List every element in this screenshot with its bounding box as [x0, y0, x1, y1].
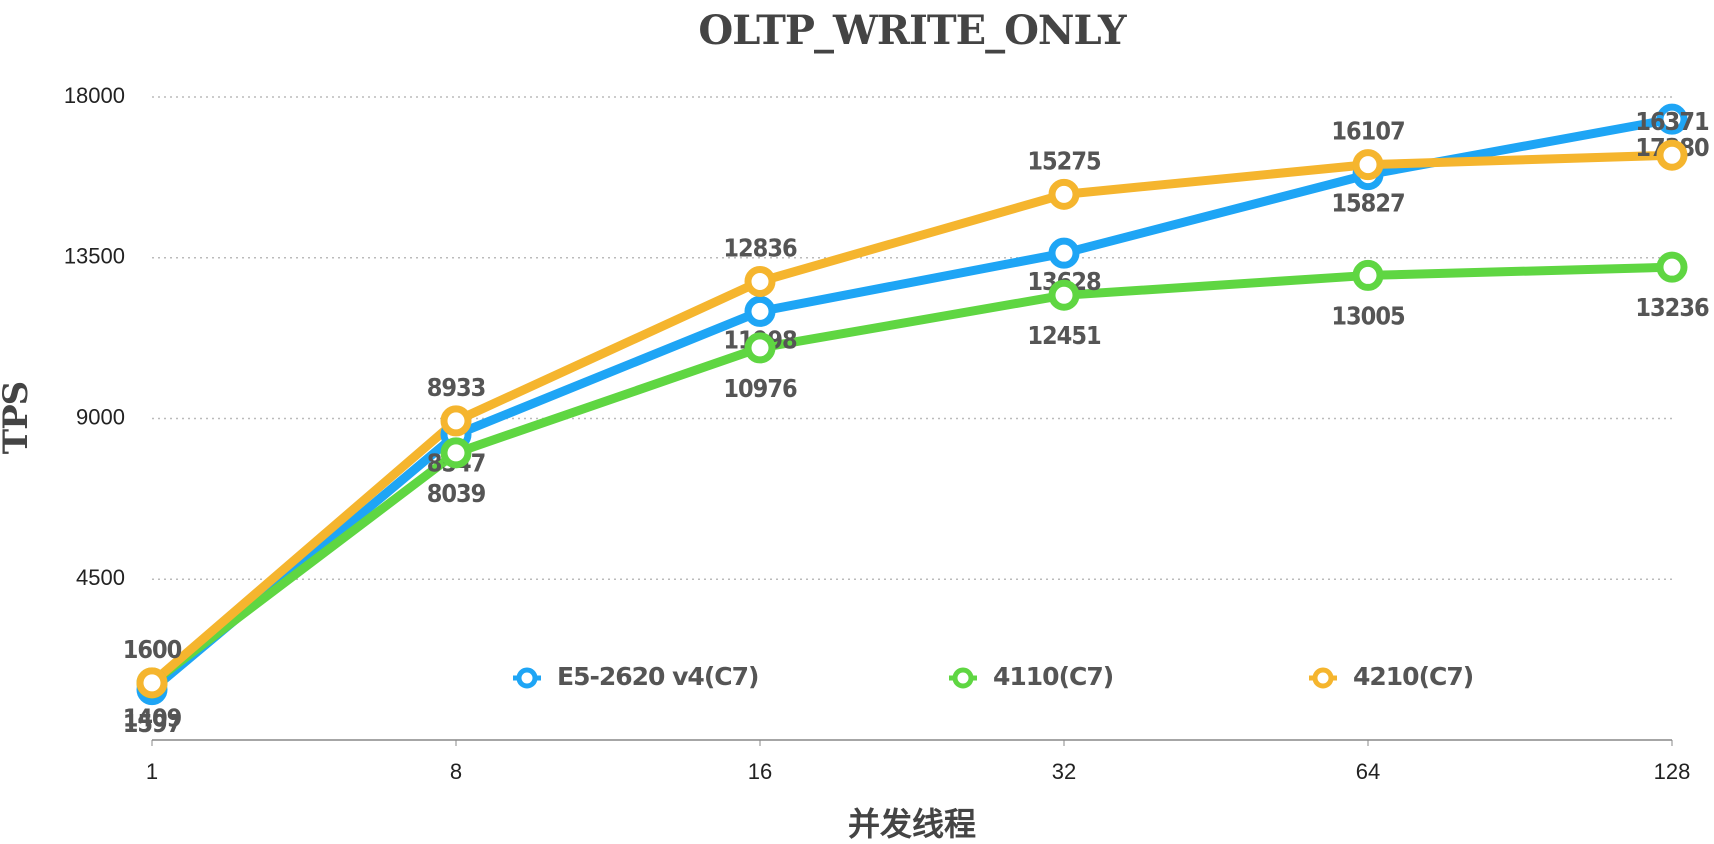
- data-point: [744, 295, 776, 327]
- data-label: 15827: [1331, 189, 1404, 218]
- data-label: 13005: [1331, 301, 1405, 330]
- chart-title: OLTP_WRITE_ONLY: [698, 7, 1127, 54]
- y-tick-label: 13500: [64, 244, 125, 269]
- x-tick-label: 64: [1356, 759, 1380, 784]
- series-line: [149, 262, 1673, 687]
- y-tick-label: 4500: [76, 565, 125, 590]
- x-tick-label: 16: [748, 759, 772, 784]
- data-label: 16107: [1331, 117, 1404, 146]
- legend-label: 4110(C7): [993, 662, 1113, 691]
- data-point: [1048, 279, 1080, 311]
- data-label: 1597: [123, 709, 182, 738]
- data-point: [440, 437, 472, 469]
- x-tick-label: 32: [1052, 759, 1076, 784]
- x-tick-label: 1: [146, 759, 158, 784]
- x-tick-label: 8: [450, 759, 462, 784]
- legend-marker: [1312, 667, 1334, 689]
- data-point: [744, 265, 776, 297]
- y-tick-label: 18000: [64, 83, 125, 108]
- data-label: 1409: [123, 704, 182, 733]
- data-point: [1656, 139, 1688, 171]
- data-label: 12836: [723, 233, 797, 262]
- legend-label: E5-2620 v4(C7): [557, 662, 758, 691]
- data-label: 16371: [1635, 107, 1709, 136]
- x-axis-title: 并发线程: [848, 805, 976, 843]
- legend-label: 4210(C7): [1353, 662, 1473, 691]
- legend-marker: [516, 667, 538, 689]
- y-tick-label: 9000: [76, 404, 125, 429]
- data-label: 13236: [1635, 293, 1709, 322]
- series-line: [149, 114, 1673, 694]
- series-line: [149, 150, 1673, 687]
- data-point: [1656, 103, 1688, 135]
- data-label: 15275: [1027, 146, 1101, 175]
- y-axis-title: TPS: [0, 382, 36, 454]
- data-point: [136, 667, 168, 699]
- data-point: [1352, 259, 1384, 291]
- legend-marker: [952, 667, 974, 689]
- data-label: 10976: [723, 374, 797, 403]
- data-point: [744, 332, 776, 364]
- data-point: [440, 405, 472, 437]
- data-point: [1352, 149, 1384, 181]
- x-tick-label: 128: [1654, 759, 1691, 784]
- data-label: 1600: [123, 635, 182, 664]
- data-point: [1656, 251, 1688, 283]
- data-label: 8039: [427, 479, 486, 508]
- data-label: 8933: [427, 373, 486, 402]
- data-point: [1048, 237, 1080, 269]
- data-point: [1048, 178, 1080, 210]
- data-label: 12451: [1027, 321, 1101, 350]
